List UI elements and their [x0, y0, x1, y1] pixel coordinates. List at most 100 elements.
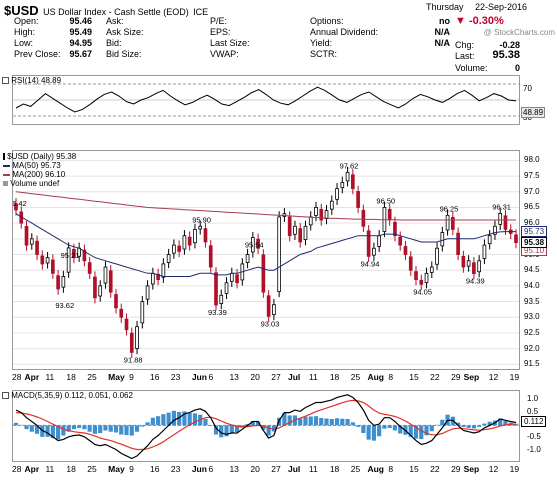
candle-body: [356, 191, 360, 208]
macd-histogram-bar: [329, 419, 334, 426]
candle: [108, 265, 113, 298]
candle: [398, 231, 403, 251]
candle: [435, 242, 439, 270]
stat-label: Open:: [14, 16, 39, 26]
price-y-tick: 94.5: [524, 265, 540, 275]
candle: [377, 230, 381, 253]
rsi-panel: [12, 75, 520, 125]
candle-body: [277, 216, 281, 292]
candle-body: [398, 236, 403, 246]
candle: [272, 299, 276, 321]
candle: [119, 303, 124, 323]
stat-label: High:: [14, 27, 36, 37]
macd-histogram-bar: [419, 425, 424, 440]
candle-body: [187, 236, 192, 246]
x-tick-label: 18: [329, 464, 340, 474]
x-tick-label: Jul: [288, 372, 301, 382]
x-axis-upper: 28 Apr 11 18 25 May 9 16 23 Jun 6 13 20 27 Jul 11 18 25 Au…: [12, 372, 520, 384]
macd-current-tag: 0.112: [521, 415, 547, 427]
x-tick-label: Jun: [191, 372, 207, 382]
candle: [298, 222, 303, 248]
macd-histogram-bar: [119, 425, 124, 435]
candle: [66, 242, 71, 278]
x-tick-label: 23: [170, 372, 181, 382]
candle: [29, 233, 34, 250]
candle: [177, 240, 181, 258]
candle-body: [387, 208, 392, 221]
macd-histogram-bar: [377, 425, 382, 437]
trade-day: Thursday: [426, 2, 464, 12]
x-tick-label: 27: [271, 372, 281, 382]
stat-value: 95.67: [69, 49, 92, 59]
candle: [329, 195, 334, 215]
candle: [429, 261, 434, 279]
price-y-axis: 98.097.597.096.596.095.595.094.594.093.5…: [521, 150, 557, 370]
stat-label: Ask Size:: [106, 27, 144, 37]
candle: [182, 230, 187, 255]
macd-histogram-bar: [145, 422, 150, 426]
macd-histogram-bar: [482, 423, 487, 426]
volume-value: 0: [514, 63, 520, 73]
volume-label: Volume:: [455, 63, 488, 73]
candle-body: [219, 294, 224, 304]
candle-body: [487, 235, 492, 245]
stat-label: Ask:: [106, 16, 124, 26]
macd-histogram-bar: [266, 425, 271, 436]
candle-body: [461, 255, 466, 268]
rsi-axis-top: 70: [523, 84, 532, 93]
macd-histogram-bar: [234, 425, 240, 432]
price-annotation: 95.21: [61, 251, 80, 260]
candle-body: [482, 244, 487, 259]
candle: [235, 269, 239, 289]
price-annotation: 93.39: [208, 308, 227, 317]
stat-label: EPS:: [210, 27, 231, 37]
candle-body: [298, 228, 303, 243]
candle-body: [303, 225, 308, 241]
x-tick-label: 18: [66, 464, 76, 474]
candle: [172, 239, 176, 259]
macd-histogram-bar: [192, 413, 198, 426]
candle-body: [377, 235, 381, 247]
candle: [103, 261, 108, 289]
macd-histogram-bar: [356, 425, 361, 427]
legend-ma50: MA(50) 95.73: [3, 161, 76, 170]
candle: [345, 166, 350, 187]
symbol: $USD: [4, 3, 39, 18]
x-tick-label: 19: [509, 372, 520, 382]
rsi-label: RSI(14) 48.89: [2, 76, 61, 85]
macd-histogram-bar: [256, 421, 261, 426]
candle-body: [251, 237, 255, 253]
candle: [45, 252, 50, 269]
macd-signal-line: [15, 399, 517, 451]
macd-histogram-bar: [345, 419, 350, 426]
candle-body: [56, 275, 60, 290]
stat-label: Bid:: [106, 38, 122, 48]
macd-histogram-bar: [350, 422, 355, 426]
macd-histogram-bar: [503, 420, 508, 426]
price-annotation: 94.39: [466, 277, 485, 286]
x-tick-label: May: [108, 372, 125, 382]
candle-body: [182, 235, 187, 250]
macd-histogram-bar: [413, 425, 419, 439]
macd-histogram-bar: [24, 425, 29, 430]
candle-body: [319, 208, 324, 221]
indicator-box-icon: [2, 392, 9, 400]
candle: [124, 313, 129, 336]
stat-row: Bid:: [106, 38, 166, 49]
stat-row: Options: no: [310, 16, 450, 27]
candle-body: [261, 254, 266, 293]
macd-label: MACD(5,35,9) 0.112, 0.051, 0.062: [2, 391, 133, 400]
candle-body: [161, 263, 166, 278]
rsi-current-tag: 48.89: [521, 107, 546, 118]
price-y-tick: 94.0: [524, 280, 540, 290]
x-tick-label: Sep: [463, 372, 480, 382]
candle-body: [103, 266, 108, 284]
candle-body: [245, 254, 250, 263]
candle-body: [424, 272, 429, 284]
candle: [40, 250, 45, 270]
price-annotation: 94.05: [413, 287, 432, 296]
candle-body: [135, 326, 139, 349]
candle-body: [87, 262, 92, 274]
candle-icon: [3, 153, 5, 161]
candle-body: [172, 244, 176, 254]
